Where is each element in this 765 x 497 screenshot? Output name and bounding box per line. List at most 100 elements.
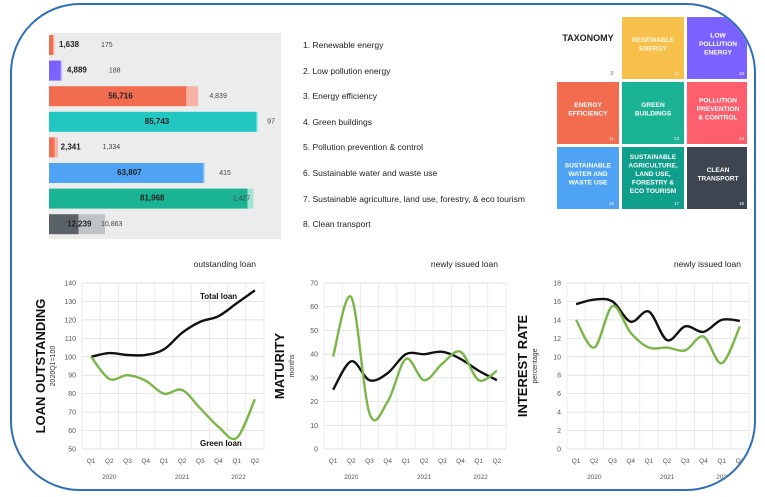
taxonomy-cell-7 xyxy=(622,147,684,209)
y-axis-title: INTEREST RATE xyxy=(517,315,530,418)
x-tick-label: Q1 xyxy=(717,458,726,465)
series-line-2 xyxy=(331,295,498,422)
x-tick-label: Q1 xyxy=(572,458,581,465)
y-tick-label: 60 xyxy=(68,428,76,435)
bar-value-a-3: 56,716 xyxy=(108,91,133,100)
bar-segment-a-3 xyxy=(49,86,187,107)
taxonomy-cell-8 xyxy=(687,147,747,209)
y-tick-label: 6 xyxy=(557,391,561,398)
x-tick-label: Q1 xyxy=(87,458,96,465)
taxonomy-title: TAXONOMY xyxy=(562,33,613,43)
x-tick-label: Q2 xyxy=(178,458,187,465)
x-tick-label: Q3 xyxy=(608,458,617,465)
y-axis-title: MATURITY xyxy=(274,333,287,400)
stacked-bar-chart: 1,638 175 4,889 188 56,716 4,839 85,743 97 2,341… xyxy=(49,35,275,235)
category-label-5: 5. Pollution prevention & control xyxy=(303,142,424,153)
taxonomy-cell-5 xyxy=(687,82,747,144)
category-label-4: 4. Green buildings xyxy=(303,116,372,127)
x-tick-label: Q4 xyxy=(141,458,150,465)
bar-segment-b-6 xyxy=(203,163,206,183)
x-tick-label: Q4 xyxy=(214,458,223,465)
x-tick-label: Q4 xyxy=(383,458,392,465)
bar-segment-b-5 xyxy=(54,137,58,158)
bar-value-a-2: 4,889 xyxy=(67,66,88,75)
y-tick-label: 130 xyxy=(64,299,76,306)
bar-segment-b-2 xyxy=(60,60,63,81)
bar-value-a-5: 2,341 xyxy=(61,143,82,152)
x-tick-label: Q1 xyxy=(160,458,169,465)
infographic-frame: 1,638 175 4,889 188 56,716 4,839 85,743 97 2,341… xyxy=(10,3,756,491)
taxonomy-cell-number-7: 17 xyxy=(674,201,680,206)
y-tick-label: 70 xyxy=(68,410,76,417)
y-tick-label: 70 xyxy=(310,281,318,288)
y-tick-label: 90 xyxy=(68,373,76,380)
bar-value-b-3: 4,839 xyxy=(209,93,227,100)
bar-value-a-1: 1,638 xyxy=(59,40,80,49)
y-tick-label: 18 xyxy=(553,281,561,288)
category-label-7: 7. Sustainable agriculture, land use, fo… xyxy=(303,193,525,204)
bar-value-a-7: 81,968 xyxy=(140,194,165,203)
y-axis-title: LOAN OUTSTANDING xyxy=(33,299,48,434)
series-line-2 xyxy=(575,304,741,365)
y-tick-label: 8 xyxy=(557,373,561,380)
taxonomy-cell-4 xyxy=(622,82,684,144)
x-tick-label: Q2 xyxy=(663,458,672,465)
series-line-1 xyxy=(90,289,256,358)
year-label: 2020 xyxy=(102,474,117,481)
line-chart-interest-rate: newly issued loan 0 2 4 6 8 10 12 14 16 18 Q1 Q2 Q3 Q4… xyxy=(517,259,750,481)
category-label-3: 3. Energy efficiency xyxy=(303,91,378,102)
series-name-label-2: Green loan xyxy=(200,439,242,448)
taxonomy-cell-number-8: 18 xyxy=(739,201,745,206)
line-chart-loan-outstanding: outstanding loan 50 60 70 80 90 100 110 120 130 14… xyxy=(33,259,265,481)
x-tick-label: Q1 xyxy=(645,458,654,465)
y-tick-label: 50 xyxy=(68,447,76,454)
line-chart-title: newly issued loan xyxy=(674,259,741,269)
y-tick-label: 14 xyxy=(553,317,561,324)
taxonomy-cell-1 xyxy=(622,17,684,79)
x-tick-label: Q3 xyxy=(365,458,374,465)
y-tick-label: 0 xyxy=(557,447,561,454)
year-label: 2022 xyxy=(231,474,246,481)
y-tick-label: 40 xyxy=(310,352,318,359)
y-tick-label: 0 xyxy=(314,447,318,454)
y-tick-label: 12 xyxy=(553,336,561,343)
bar-value-a-8: 12,239 xyxy=(67,219,92,228)
bar-value-b-2: 188 xyxy=(109,67,121,74)
taxonomy-cell-number-4: 13 xyxy=(674,136,680,141)
x-tick-label: Q4 xyxy=(699,458,708,465)
series-line-2 xyxy=(90,356,256,441)
x-tick-label: Q4 xyxy=(456,458,465,465)
x-tick-label: Q2 xyxy=(420,458,429,465)
x-tick-label: Q3 xyxy=(123,458,132,465)
taxonomy-cell-label-6: SUSTAINABLE WATER AND WASTE USE xyxy=(565,163,612,187)
y-tick-label: 2 xyxy=(557,428,561,435)
bar-segment-b-7 xyxy=(247,188,254,209)
y-tick-label: 10 xyxy=(310,423,318,430)
x-tick-label: Q4 xyxy=(626,458,635,465)
taxonomy-cell-label-4: GREEN BUILDINGS xyxy=(635,102,672,118)
bar-segment-a-2 xyxy=(49,60,61,81)
category-label-8: 8. Clean transport xyxy=(303,219,371,230)
year-label: 2022 xyxy=(716,474,731,481)
series-name-label-1: Total loan xyxy=(200,292,237,301)
x-tick-label: Q2 xyxy=(736,458,745,465)
taxonomy-cell-label-7: SUSTAINABLE AGRICULTURE, LAND USE, FORESTRY… xyxy=(628,154,677,195)
x-tick-label: Q1 xyxy=(232,458,241,465)
y-axis-subtitle: 2020Q1=100 xyxy=(50,346,57,387)
y-tick-label: 16 xyxy=(553,299,561,306)
bar-segment-a-4 xyxy=(49,111,257,132)
bar-value-b-5: 1,334 xyxy=(103,144,121,151)
series-line-1 xyxy=(575,297,741,342)
taxonomy-cell-6 xyxy=(557,147,619,209)
bar-segment-b-3 xyxy=(186,86,199,107)
bar-segment-a-6 xyxy=(49,163,204,183)
bar-value-b-7: 2,427 xyxy=(233,195,251,202)
x-tick-label: Q2 xyxy=(347,458,356,465)
y-tick-label: 50 xyxy=(310,328,318,335)
year-label: 2020 xyxy=(587,474,602,481)
bar-segment-b-4 xyxy=(256,111,259,132)
y-tick-label: 100 xyxy=(64,354,76,361)
taxonomy-cell-number-1: 11 xyxy=(674,71,679,76)
x-tick-label: Q2 xyxy=(590,458,599,465)
bar-value-b-1: 175 xyxy=(101,42,113,49)
